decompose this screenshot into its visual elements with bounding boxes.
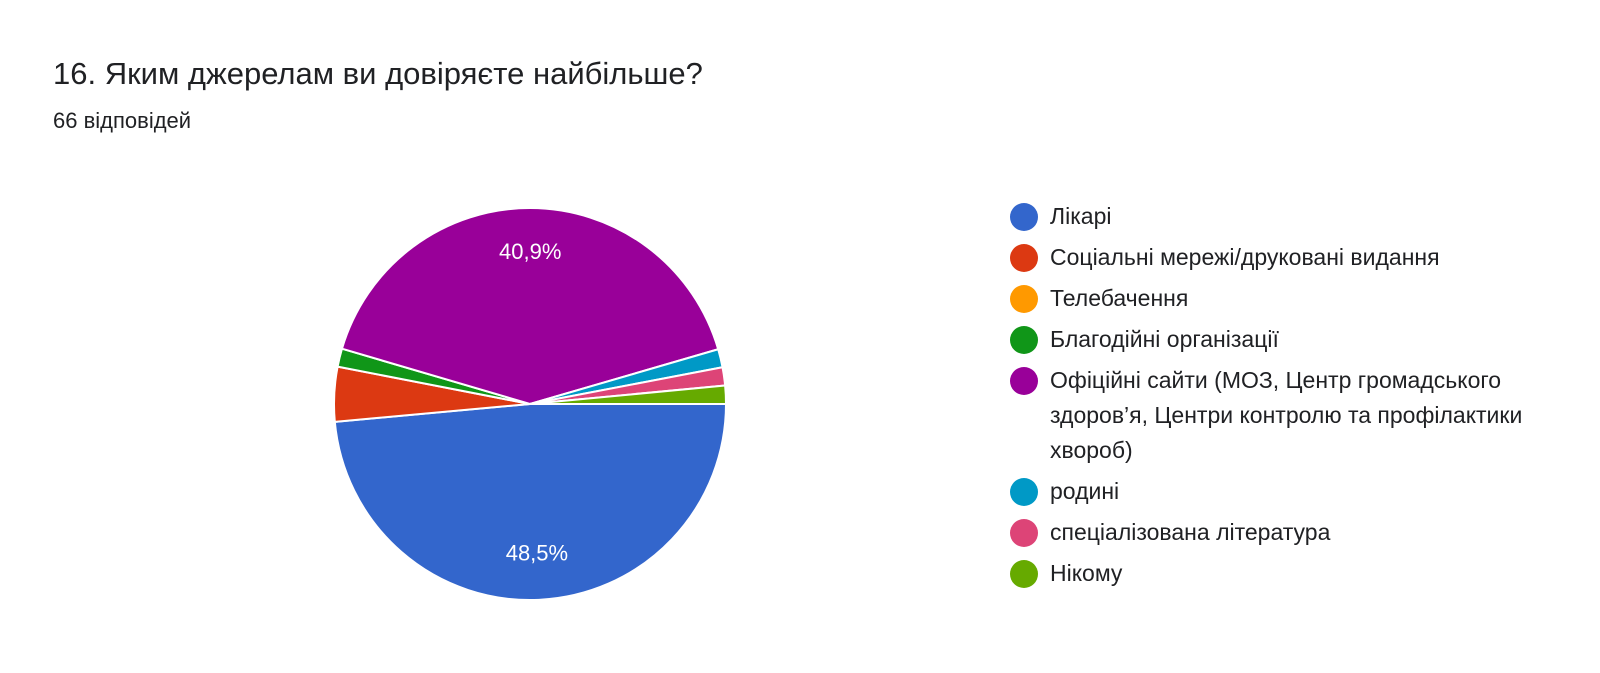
legend-color-dot-icon <box>1010 367 1038 395</box>
legend-item[interactable]: Телебачення <box>1010 281 1570 316</box>
pie-slice[interactable] <box>529 384 728 405</box>
legend-color-dot-icon <box>1010 203 1038 231</box>
pie-slice[interactable] <box>333 403 727 602</box>
legend-label: Соціальні мережі/друковані видання <box>1050 244 1440 270</box>
legend-label: Нікому <box>1050 560 1123 586</box>
legend-color-dot-icon <box>1010 285 1038 313</box>
legend-label: родині <box>1050 478 1120 504</box>
slice-data-label: 48,5% <box>506 541 568 566</box>
legend-item[interactable]: Офіційні сайти (МОЗ, Центр громадського … <box>1010 363 1570 468</box>
legend-label: спеціалізована література <box>1050 519 1331 545</box>
legend-color-dot-icon <box>1010 560 1038 588</box>
legend-color-dot-icon <box>1010 478 1038 506</box>
legend-color-dot-icon <box>1010 244 1038 272</box>
legend-label: Лікарі <box>1050 203 1112 229</box>
legend-label: Благодійні організації <box>1050 326 1279 352</box>
legend-item[interactable]: Нікому <box>1010 556 1570 591</box>
legend-color-dot-icon <box>1010 519 1038 547</box>
legend-item[interactable]: спеціалізована література <box>1010 515 1570 550</box>
legend-item[interactable]: Соціальні мережі/друковані видання <box>1010 240 1570 275</box>
legend-label: Офіційні сайти (МОЗ, Центр громадського … <box>1050 367 1523 463</box>
chart-title: 16. Яким джерелам ви довіряєте найбільше… <box>53 56 703 91</box>
pie-chart: 48,5% 40,9% <box>333 206 728 602</box>
chart-legend: Лікарі Соціальні мережі/друковані видання… <box>1010 199 1570 597</box>
legend-item[interactable]: Лікарі <box>1010 199 1570 234</box>
legend-color-dot-icon <box>1010 326 1038 354</box>
legend-item[interactable]: родині <box>1010 474 1570 509</box>
slice-data-label: 40,9% <box>499 239 561 264</box>
legend-item[interactable]: Благодійні організації <box>1010 322 1570 357</box>
legend-label: Телебачення <box>1050 285 1189 311</box>
pie-slice[interactable] <box>340 206 720 405</box>
response-count: 66 відповідей <box>53 108 192 133</box>
